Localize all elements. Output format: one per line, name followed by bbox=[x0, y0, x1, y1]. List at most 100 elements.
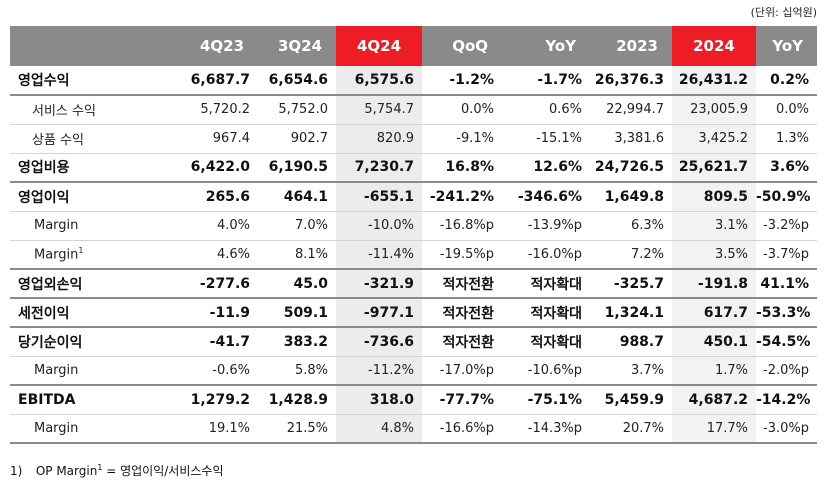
table-cell: -3.7%p bbox=[756, 240, 817, 270]
table-row: 상품 수익 967.4 902.7 820.9 -9.1% -15.1% 3,381.6 3,… bbox=[10, 124, 817, 154]
table-cell: -16.8%p bbox=[422, 211, 502, 241]
table-cell: 6,190.5 bbox=[258, 153, 336, 183]
table-cell: 6,654.6 bbox=[258, 66, 336, 96]
table-cell: 45.0 bbox=[258, 269, 336, 299]
table-row: 영업비용 6,422.0 6,190.5 7,230.7 16.8% 12.6% 24,72… bbox=[10, 153, 817, 183]
table-cell: 6,575.6 bbox=[336, 66, 422, 96]
footnote: 1) OP Margin1 = 영업이익/서비스수익 bbox=[10, 462, 224, 479]
table-cell: 3,381.6 bbox=[590, 124, 672, 154]
table-cell: 24,726.5 bbox=[590, 153, 672, 183]
table-cell: 7.0% bbox=[258, 211, 336, 241]
table-cell: -1.7% bbox=[502, 66, 590, 96]
table-cell: 988.7 bbox=[590, 327, 672, 357]
table-cell: 1,279.2 bbox=[180, 385, 258, 415]
table-cell: -655.1 bbox=[336, 182, 422, 212]
table-cell: -19.5%p bbox=[422, 240, 502, 270]
row-label-text: 영업이익 bbox=[18, 189, 70, 206]
header-blank bbox=[10, 26, 180, 66]
row-label: Margin bbox=[10, 356, 180, 386]
row-label-text: 영업비용 bbox=[18, 160, 70, 177]
table-cell: 383.2 bbox=[258, 327, 336, 357]
row-label-text: 영업수익 bbox=[18, 73, 70, 89]
row-label-text: 서비스 수익 bbox=[32, 104, 96, 120]
table-cell: 적자전환 bbox=[422, 269, 502, 299]
table-cell: 0.0% bbox=[422, 95, 502, 125]
table-cell: 적자전환 bbox=[422, 327, 502, 357]
table-cell: -241.2% bbox=[422, 182, 502, 212]
table-cell: -50.9% bbox=[756, 182, 817, 212]
table-cell: -191.8 bbox=[672, 269, 756, 299]
table-cell: -11.9 bbox=[180, 298, 258, 328]
table-cell: 1.7% bbox=[672, 356, 756, 386]
header-2024: 2024 bbox=[672, 26, 756, 66]
table-cell: 1,428.9 bbox=[258, 385, 336, 415]
table-row: 영업이익 265.6 464.1 -655.1 -241.2% -346.6% 1,649.… bbox=[10, 182, 817, 212]
table-cell: 7.2% bbox=[590, 240, 672, 270]
row-label: 영업외손익 bbox=[10, 269, 180, 299]
table-cell: 967.4 bbox=[180, 124, 258, 154]
table-cell: 6.3% bbox=[590, 211, 672, 241]
unit-note: (단위: 십억원) bbox=[750, 6, 817, 19]
row-label: 영업이익 bbox=[10, 182, 180, 212]
table-cell: 8.1% bbox=[258, 240, 336, 270]
table-cell: -11.2% bbox=[336, 356, 422, 386]
table-cell: 450.1 bbox=[672, 327, 756, 357]
table-cell: -17.0%p bbox=[422, 356, 502, 386]
footnote-text-before: OP Margin bbox=[35, 464, 98, 478]
table-cell: 617.7 bbox=[672, 298, 756, 328]
row-label-text: 영업외손익 bbox=[18, 276, 83, 293]
table-cell: 5,754.7 bbox=[336, 95, 422, 125]
table-cell: 4,687.2 bbox=[672, 385, 756, 415]
table-cell: 5,752.0 bbox=[258, 95, 336, 125]
header-yoy-quarter: YoY bbox=[502, 26, 590, 66]
table-cell: 3,425.2 bbox=[672, 124, 756, 154]
table-row: EBITDA 1,279.2 1,428.9 318.0 -77.7% -75.1% 5,4… bbox=[10, 385, 817, 415]
table-cell: 17.7% bbox=[672, 414, 756, 444]
header-3q24: 3Q24 bbox=[258, 26, 336, 66]
table-cell: -11.4% bbox=[336, 240, 422, 270]
table-cell: 1.3% bbox=[756, 124, 817, 154]
table-cell: -16.6%p bbox=[422, 414, 502, 444]
table-cell: -977.1 bbox=[336, 298, 422, 328]
table-cell: -41.7 bbox=[180, 327, 258, 357]
table-cell: -75.1% bbox=[502, 385, 590, 415]
table-row: Margin -0.6% 5.8% -11.2% -17.0%p -10.6%p 3.7% 1… bbox=[10, 356, 817, 386]
table-cell: 4.0% bbox=[180, 211, 258, 241]
row-label-text: EBITDA bbox=[18, 391, 76, 408]
table-cell: 3.1% bbox=[672, 211, 756, 241]
row-label: 세전이익 bbox=[10, 298, 180, 328]
table-row: 세전이익 -11.9 509.1 -977.1 적자전환 적자확대 1,324.1 617.7… bbox=[10, 298, 817, 328]
table-row: Margin1 4.6% 8.1% -11.4% -19.5%p -16.0%p 7.2% 3… bbox=[10, 240, 817, 270]
row-label: 영업비용 bbox=[10, 153, 180, 183]
table-cell: -77.7% bbox=[422, 385, 502, 415]
row-label: 상품 수익 bbox=[10, 124, 180, 154]
table-cell: 26,431.2 bbox=[672, 66, 756, 96]
table-cell: 26,376.3 bbox=[590, 66, 672, 96]
table-cell: 12.6% bbox=[502, 153, 590, 183]
financial-summary-table: 4Q23 3Q24 4Q24 QoQ YoY 2023 2024 YoY 영업수… bbox=[10, 26, 817, 444]
row-label-sup: 1 bbox=[78, 246, 84, 256]
table-cell: 적자전환 bbox=[422, 298, 502, 328]
table-cell: -16.0%p bbox=[502, 240, 590, 270]
table-cell: -10.6%p bbox=[502, 356, 590, 386]
table-cell: -53.3% bbox=[756, 298, 817, 328]
table-cell: -13.9%p bbox=[502, 211, 590, 241]
table-cell: 0.0% bbox=[756, 95, 817, 125]
table-cell: -736.6 bbox=[336, 327, 422, 357]
table-cell: -3.2%p bbox=[756, 211, 817, 241]
table-cell: 23,005.9 bbox=[672, 95, 756, 125]
row-label-text: Margin bbox=[34, 218, 79, 233]
header-row: 4Q23 3Q24 4Q24 QoQ YoY 2023 2024 YoY bbox=[10, 26, 817, 66]
table-cell: -325.7 bbox=[590, 269, 672, 299]
table-cell: 41.1% bbox=[756, 269, 817, 299]
header-2023: 2023 bbox=[590, 26, 672, 66]
footnote-number: 1) bbox=[10, 464, 23, 478]
table-cell: -1.2% bbox=[422, 66, 502, 96]
table-cell: 1,649.8 bbox=[590, 182, 672, 212]
table-row: 영업수익 6,687.7 6,654.6 6,575.6 -1.2% -1.7% 26,37… bbox=[10, 66, 817, 96]
table-cell: 0.2% bbox=[756, 66, 817, 96]
table-cell: 적자확대 bbox=[502, 327, 590, 357]
table-cell: 20.7% bbox=[590, 414, 672, 444]
table-cell: 7,230.7 bbox=[336, 153, 422, 183]
table-cell: 3.7% bbox=[590, 356, 672, 386]
